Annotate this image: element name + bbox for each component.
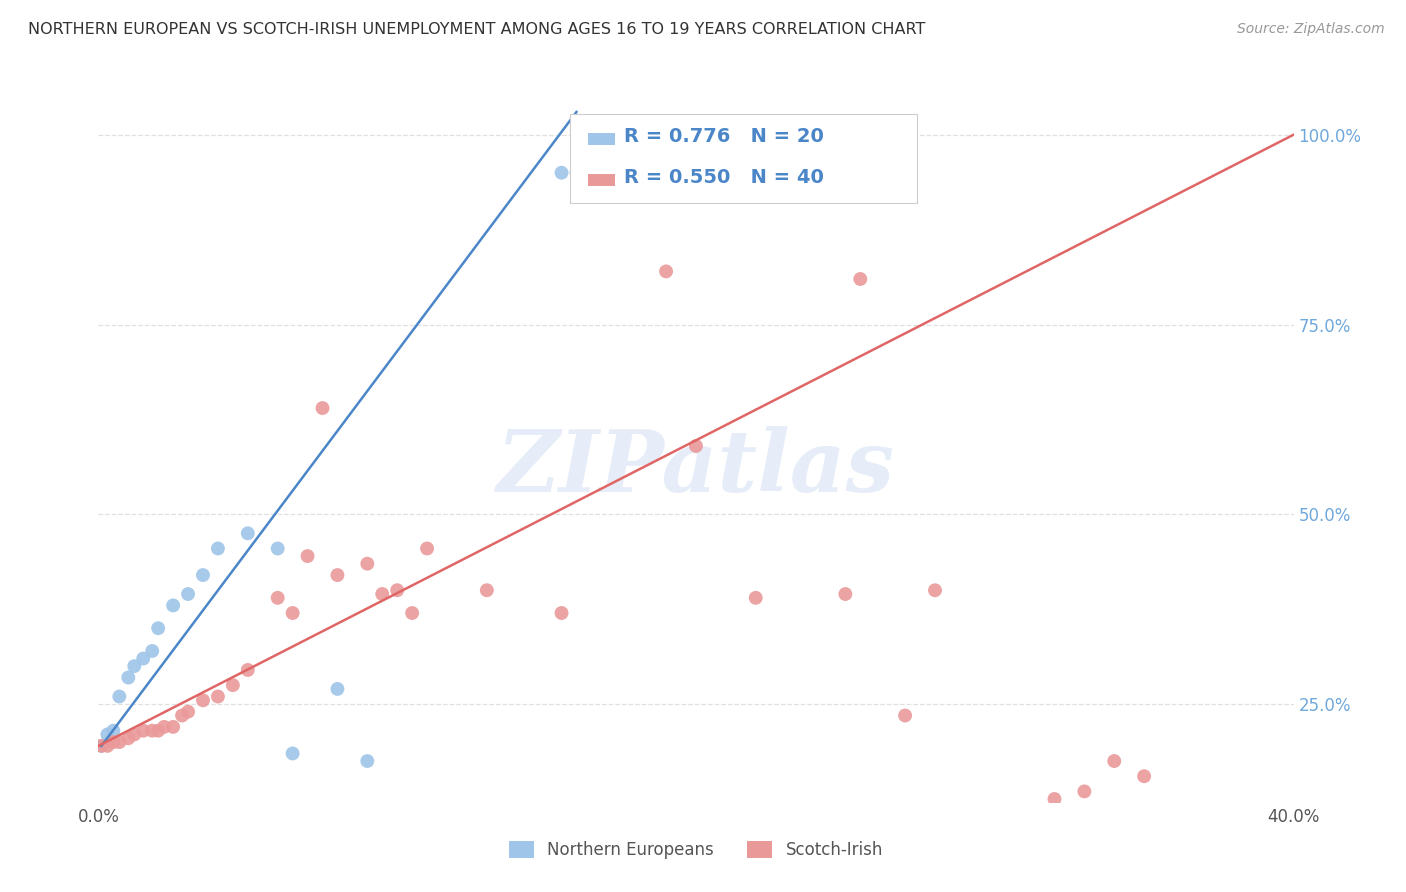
Point [153,720,176,734]
FancyBboxPatch shape [571,114,917,203]
Text: R = 0.776   N = 20: R = 0.776 N = 20 [624,127,824,145]
Point [1073,784,1095,798]
Point [141,723,163,738]
Point [117,731,139,746]
Point [148,723,170,738]
Point [416,541,439,556]
Point [281,606,304,620]
Point [326,568,349,582]
Point [745,591,768,605]
Point [90,739,112,753]
Point [103,735,125,749]
Point [177,587,200,601]
Point [356,754,378,768]
Point [124,659,146,673]
Point [326,681,349,696]
Point [1104,754,1126,768]
Point [162,720,184,734]
Point [103,723,125,738]
Legend: Northern Europeans, Scotch-Irish: Northern Europeans, Scotch-Irish [502,834,890,866]
Point [124,727,146,741]
Point [685,439,707,453]
FancyBboxPatch shape [589,175,614,186]
Text: Source: ZipAtlas.com: Source: ZipAtlas.com [1237,22,1385,37]
Point [1043,792,1066,806]
Point [894,708,917,723]
Point [108,735,131,749]
Text: NORTHERN EUROPEAN VS SCOTCH-IRISH UNEMPLOYMENT AMONG AGES 16 TO 19 YEARS CORRELA: NORTHERN EUROPEAN VS SCOTCH-IRISH UNEMPL… [28,22,925,37]
Point [475,583,498,598]
Point [191,568,214,582]
Point [267,541,290,556]
Point [96,727,118,741]
Point [236,526,259,541]
Point [401,606,423,620]
Point [177,705,200,719]
Point [311,401,333,415]
Point [655,264,678,278]
Point [132,723,155,738]
Point [849,272,872,286]
Point [356,557,378,571]
Point [550,606,572,620]
Point [172,708,194,723]
Point [1133,769,1156,783]
Text: R = 0.550   N = 40: R = 0.550 N = 40 [624,169,824,187]
Point [148,621,170,635]
Point [834,587,856,601]
Point [141,644,163,658]
Point [90,739,112,753]
Point [297,549,319,563]
Point [236,663,259,677]
Point [207,541,229,556]
Point [207,690,229,704]
Point [117,671,139,685]
Point [281,747,304,761]
Point [371,587,394,601]
Point [96,739,118,753]
Point [132,651,155,665]
Point [924,583,946,598]
Point [162,599,184,613]
Point [191,693,214,707]
Point [565,166,588,180]
Point [267,591,290,605]
FancyBboxPatch shape [589,133,614,145]
Point [108,690,131,704]
Point [385,583,409,598]
Text: ZIPatlas: ZIPatlas [496,425,896,509]
Point [222,678,245,692]
Point [550,166,572,180]
